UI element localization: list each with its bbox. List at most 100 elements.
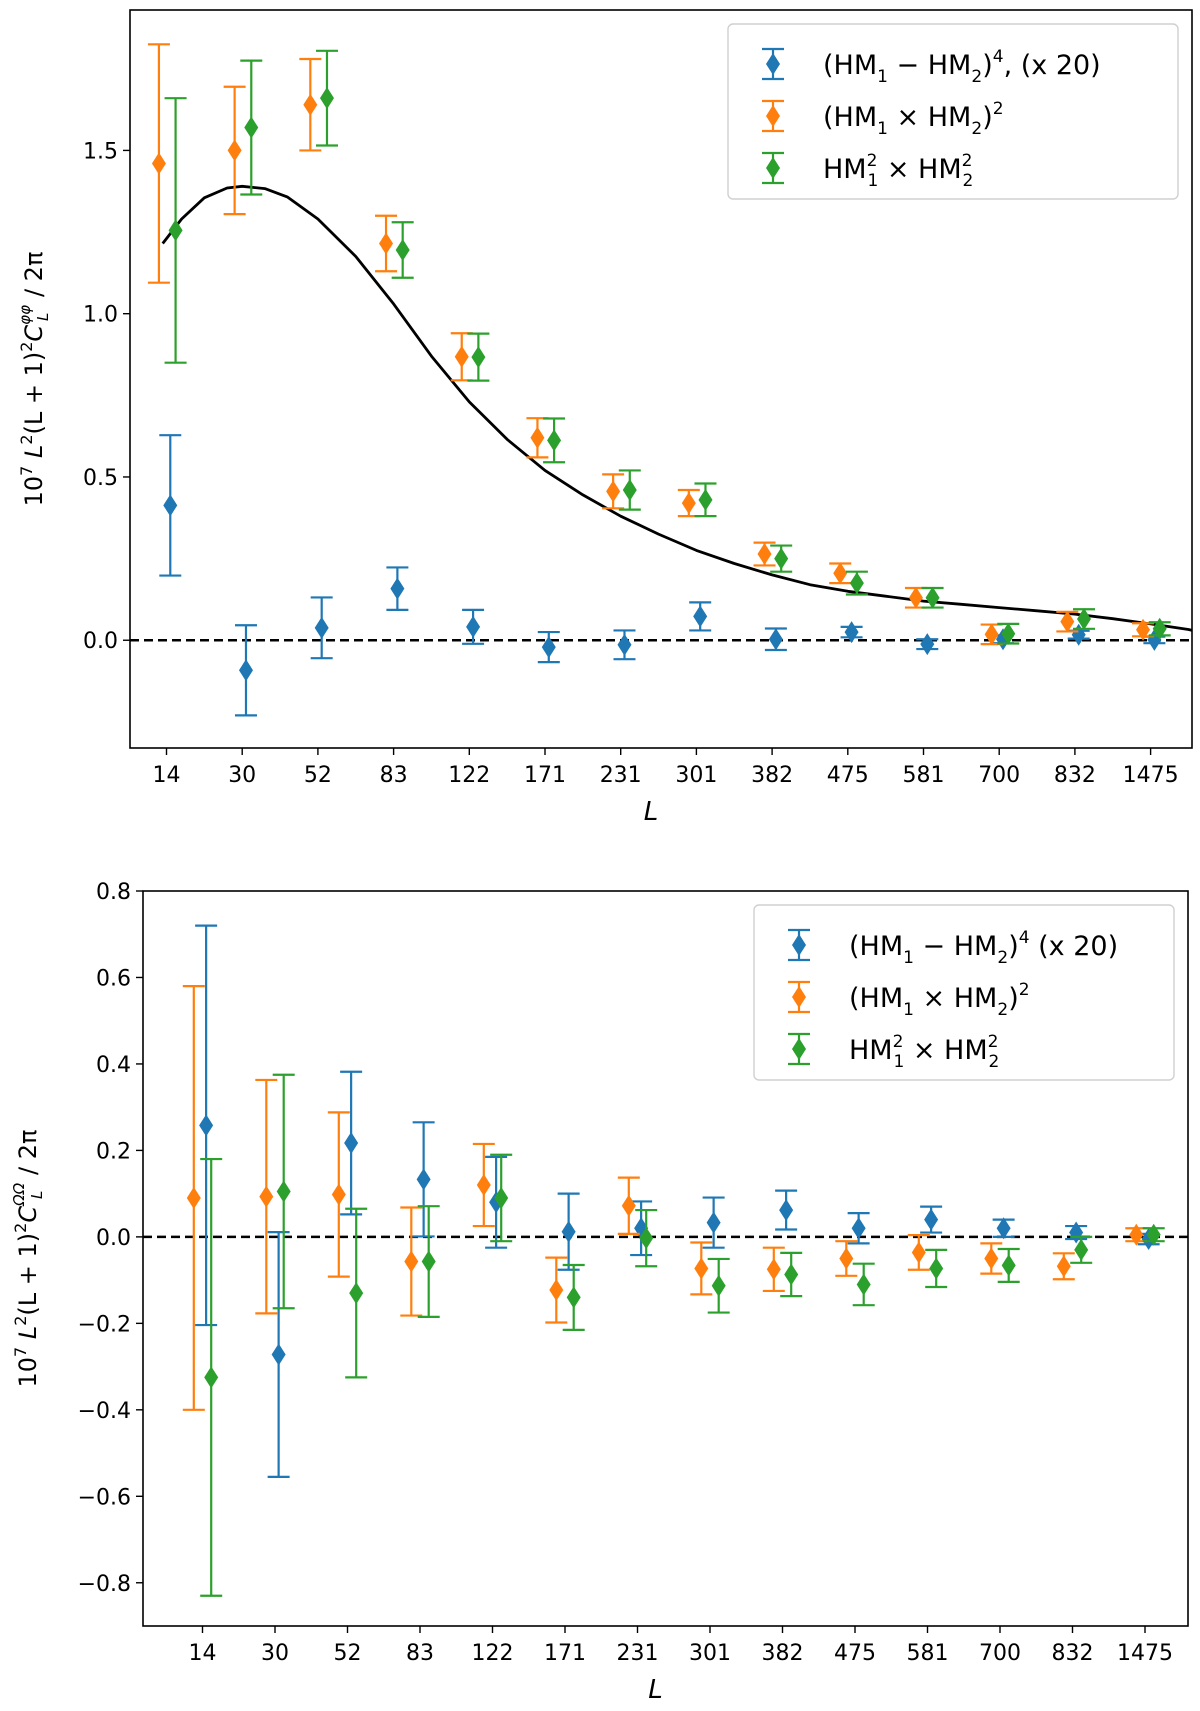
data-point [494, 1186, 509, 1209]
data-point [851, 1217, 866, 1240]
y-tick-label: −0.2 [78, 1312, 131, 1337]
y-tick-label: 1.5 [83, 139, 118, 164]
legend-marker [792, 986, 806, 1008]
data-point [199, 1114, 214, 1137]
legend-label: (HM1 × HM2)2 [849, 980, 1030, 1020]
series-blue [159, 434, 1166, 717]
x-tick-label: 700 [978, 763, 1020, 788]
legend-label: (HM1 − HM2)4 (x 20) [849, 928, 1118, 968]
legend-marker [792, 934, 806, 956]
y-tick-label: 0.5 [83, 466, 118, 491]
data-point [303, 93, 318, 116]
x-tick-label: 52 [304, 763, 332, 788]
data-point [757, 543, 772, 566]
y-axis-label: 107 L2(L + 1)2CΩΩL / 2π [10, 1130, 46, 1388]
legend-marker [766, 157, 780, 179]
data-point [390, 577, 405, 600]
data-point [151, 152, 166, 175]
data-point [1069, 1221, 1084, 1244]
y-tick-label: 0.6 [96, 966, 131, 991]
data-point [1001, 622, 1016, 645]
data-point [549, 1279, 564, 1302]
y-tick-label: −0.6 [78, 1485, 131, 1510]
data-point [1074, 1238, 1089, 1261]
legend-label: (HM1 × HM2)2 [823, 99, 1004, 139]
x-tick-label: 30 [228, 763, 256, 788]
x-tick-label: 14 [153, 763, 181, 788]
data-point [839, 1247, 854, 1270]
data-point [929, 1257, 944, 1280]
data-point [238, 659, 253, 682]
data-point [541, 636, 556, 659]
data-point [259, 1185, 274, 1208]
x-tick-label: 475 [834, 1641, 876, 1666]
x-tick-label: 301 [675, 763, 717, 788]
data-point [466, 615, 481, 638]
x-tick-label: 475 [827, 763, 869, 788]
x-tick-label: 83 [406, 1641, 434, 1666]
data-point [606, 480, 621, 503]
y-tick-label: −0.8 [78, 1572, 131, 1597]
data-point [779, 1199, 794, 1222]
data-point [168, 219, 183, 242]
data-point [271, 1343, 286, 1366]
data-point [349, 1282, 364, 1305]
data-point [314, 616, 329, 639]
x-tick-label: 581 [903, 763, 945, 788]
series-orange [182, 985, 1148, 1411]
x-tick-label: 832 [1054, 763, 1096, 788]
legend-marker [766, 53, 780, 75]
data-point [244, 116, 259, 139]
data-point [319, 87, 334, 110]
data-point [1056, 1255, 1071, 1278]
data-point [617, 633, 632, 656]
plot-frame [142, 890, 1189, 1627]
legend-label: HM2 1 × HM2 2 [823, 151, 973, 191]
data-point [924, 1208, 939, 1231]
data-point [844, 621, 859, 644]
data-point [1076, 608, 1091, 631]
data-point [561, 1220, 576, 1243]
data-point [1152, 617, 1167, 640]
x-tick-label: 122 [448, 763, 490, 788]
data-point [849, 572, 864, 595]
data-point [186, 1186, 201, 1209]
data-point [925, 586, 940, 609]
data-point [163, 494, 178, 517]
data-point [694, 1257, 709, 1280]
data-point [984, 1247, 999, 1270]
x-tick-label: 382 [751, 763, 793, 788]
data-point [1136, 618, 1151, 641]
data-point [774, 547, 789, 570]
data-point [908, 586, 923, 609]
data-point [1129, 1223, 1144, 1246]
data-point [421, 1250, 436, 1273]
legend-box [727, 23, 1179, 200]
legend-marker [766, 105, 780, 127]
data-point [276, 1180, 291, 1203]
y-tick-label: −0.4 [78, 1399, 131, 1424]
y-tick-label: 0.0 [96, 1226, 131, 1251]
data-point [204, 1366, 219, 1389]
x-tick-label: 1475 [1123, 763, 1179, 788]
data-point [856, 1273, 871, 1296]
x-tick-label: 700 [979, 1641, 1021, 1666]
series-green [200, 1073, 1165, 1597]
x-tick-label: 382 [762, 1641, 804, 1666]
theory-curve [161, 184, 1193, 632]
x-tick-label: 122 [472, 1641, 514, 1666]
x-tick-label: 581 [907, 1641, 949, 1666]
x-tick-label: 83 [380, 763, 408, 788]
data-point [711, 1274, 726, 1297]
data-point [416, 1168, 431, 1191]
plot-frame [129, 9, 1193, 749]
data-point [621, 1194, 636, 1217]
x-tick-label: 171 [544, 1641, 586, 1666]
y-tick-label: 0.4 [96, 1053, 131, 1078]
data-point [530, 426, 545, 449]
data-point [768, 628, 783, 651]
x-axis-label: L [648, 1675, 663, 1705]
x-tick-label: 14 [189, 1641, 217, 1666]
data-point [833, 562, 848, 585]
